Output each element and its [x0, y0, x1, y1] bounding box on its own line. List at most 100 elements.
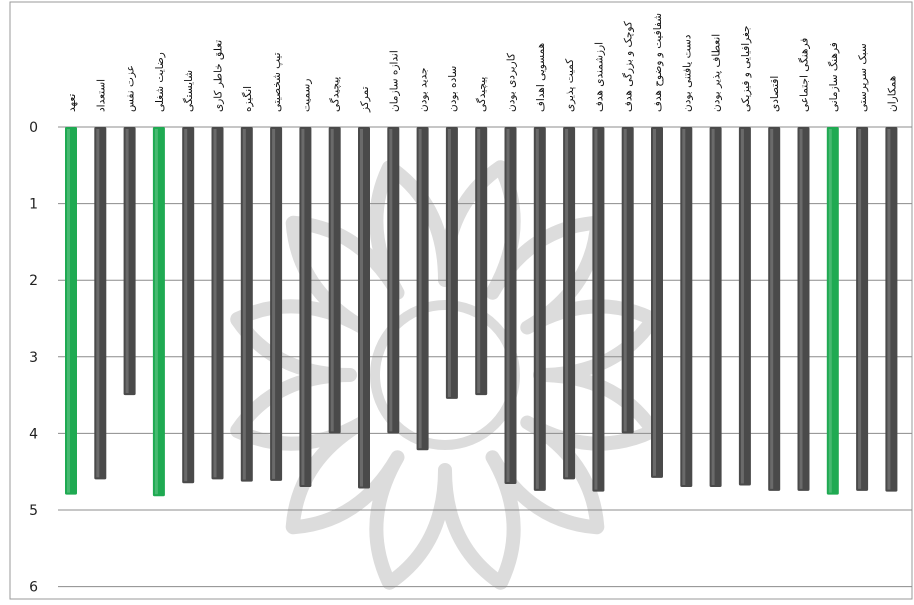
- bar: [182, 127, 195, 484]
- category-label: سبک سرپرستی: [857, 43, 869, 112]
- bar-shade: [740, 129, 744, 484]
- y-tick-label: 0: [29, 120, 38, 136]
- bar-shade: [682, 129, 686, 486]
- bar-shade: [301, 129, 305, 486]
- bar: [738, 127, 751, 486]
- bar-shade: [711, 129, 715, 486]
- category-label: انگیزه: [241, 86, 254, 112]
- bar: [94, 127, 107, 480]
- bar-shade: [828, 129, 832, 493]
- bar-shade: [858, 129, 862, 489]
- bar-shade: [272, 129, 276, 479]
- bar-highlighted: [65, 127, 77, 495]
- category-label: همکاران: [886, 76, 898, 112]
- bar-shade: [242, 129, 246, 480]
- bar: [328, 127, 341, 434]
- bar: [299, 127, 312, 488]
- category-label: اندازه سازمان: [388, 50, 400, 112]
- category-label: رسمیت: [300, 79, 312, 112]
- bar: [416, 127, 429, 451]
- y-tick-label: 4: [29, 426, 38, 442]
- category-label: جدید بودن: [418, 67, 430, 112]
- category-label: عزت نفس: [125, 65, 137, 112]
- bar-shade: [96, 129, 100, 478]
- watermark-petal: [485, 450, 604, 590]
- bar-shade: [477, 129, 481, 394]
- category-label: شفافیت و وضوح هدف: [652, 13, 664, 112]
- category-label: فرهنگ سازمانی: [827, 42, 840, 112]
- category-label: تعهد: [66, 94, 78, 112]
- bar-highlighted: [152, 127, 165, 497]
- bar-shade: [799, 129, 803, 489]
- bars: [65, 127, 898, 497]
- category-label: فرهنگی اجتماعی: [798, 38, 811, 112]
- category-label: تیپ شخصیتی: [271, 52, 283, 112]
- bar-shade: [360, 129, 363, 487]
- y-tick-label: 6: [29, 580, 38, 596]
- bar: [592, 127, 605, 492]
- watermark-petal: [533, 312, 660, 438]
- bar: [211, 127, 224, 480]
- bar: [621, 127, 634, 434]
- category-label: کاربردی بودن: [506, 53, 518, 112]
- bar-shade: [213, 129, 217, 478]
- bar: [270, 127, 283, 481]
- bar: [240, 127, 253, 482]
- bar: [123, 127, 136, 396]
- bar-highlighted: [826, 127, 839, 495]
- bar: [680, 127, 693, 488]
- category-label: کوچک و بزرگی هدف: [622, 21, 635, 112]
- category-labels: تعهد استعداد عزت نفس رضایت شغلی شایستگی تعلق …: [66, 13, 898, 113]
- bar-shade: [418, 129, 422, 449]
- bar-shade: [565, 129, 569, 478]
- bar-shade: [887, 129, 891, 490]
- bar: [445, 127, 458, 399]
- bar: [885, 127, 898, 492]
- bar-shade: [623, 129, 627, 432]
- bar-shade: [154, 129, 158, 495]
- bar: [504, 127, 517, 484]
- category-label: شایستگی: [182, 70, 195, 112]
- bar-shade: [389, 129, 393, 432]
- category-label: پیچیدگی: [329, 77, 342, 112]
- y-tick-label: 3: [29, 350, 38, 366]
- category-label: ارزشمندی هدف: [593, 42, 605, 112]
- bar: [797, 127, 810, 491]
- y-tick-label: 2: [29, 273, 38, 289]
- y-tick-label: 5: [29, 503, 38, 519]
- category-label: تمرکز: [359, 86, 371, 113]
- bar: [563, 127, 576, 480]
- y-axis-ticks: 0 1 2 3 4 5 6: [29, 120, 38, 596]
- bar: [856, 127, 869, 491]
- bar-shade: [506, 129, 510, 482]
- bar: [358, 127, 370, 489]
- bar-shade: [594, 129, 598, 490]
- chart-frame: [9, 1, 913, 600]
- bar-shade: [653, 129, 656, 476]
- bar-shade: [184, 129, 188, 482]
- watermark-petal: [382, 160, 508, 287]
- bar: [533, 127, 546, 491]
- watermark-petal: [286, 450, 405, 590]
- bar-shade: [535, 129, 539, 489]
- category-label: انعطاف پذیر بودن: [711, 34, 723, 112]
- bar: [768, 127, 781, 491]
- category-label: جغرافیایی و فیزیکی: [740, 25, 752, 112]
- category-label: تعلق خاطر کاری: [213, 40, 225, 112]
- category-label: ساده بودن: [447, 66, 459, 112]
- bar-shade: [330, 129, 334, 432]
- category-label: رضایت شغلی: [154, 52, 166, 112]
- category-label: پیچیدگی: [475, 77, 488, 112]
- category-label: اقتصادی: [769, 76, 781, 112]
- bar-shade: [447, 129, 451, 397]
- bar-shade: [770, 129, 774, 489]
- y-tick-label: 1: [29, 197, 38, 213]
- bar-shade: [67, 129, 70, 493]
- category-label: کمیت پذیری: [564, 59, 576, 112]
- bar: [651, 127, 663, 478]
- category-label: استعداد: [95, 79, 107, 112]
- bar-shade: [125, 129, 129, 394]
- category-label: همسویی اهداف: [535, 43, 547, 112]
